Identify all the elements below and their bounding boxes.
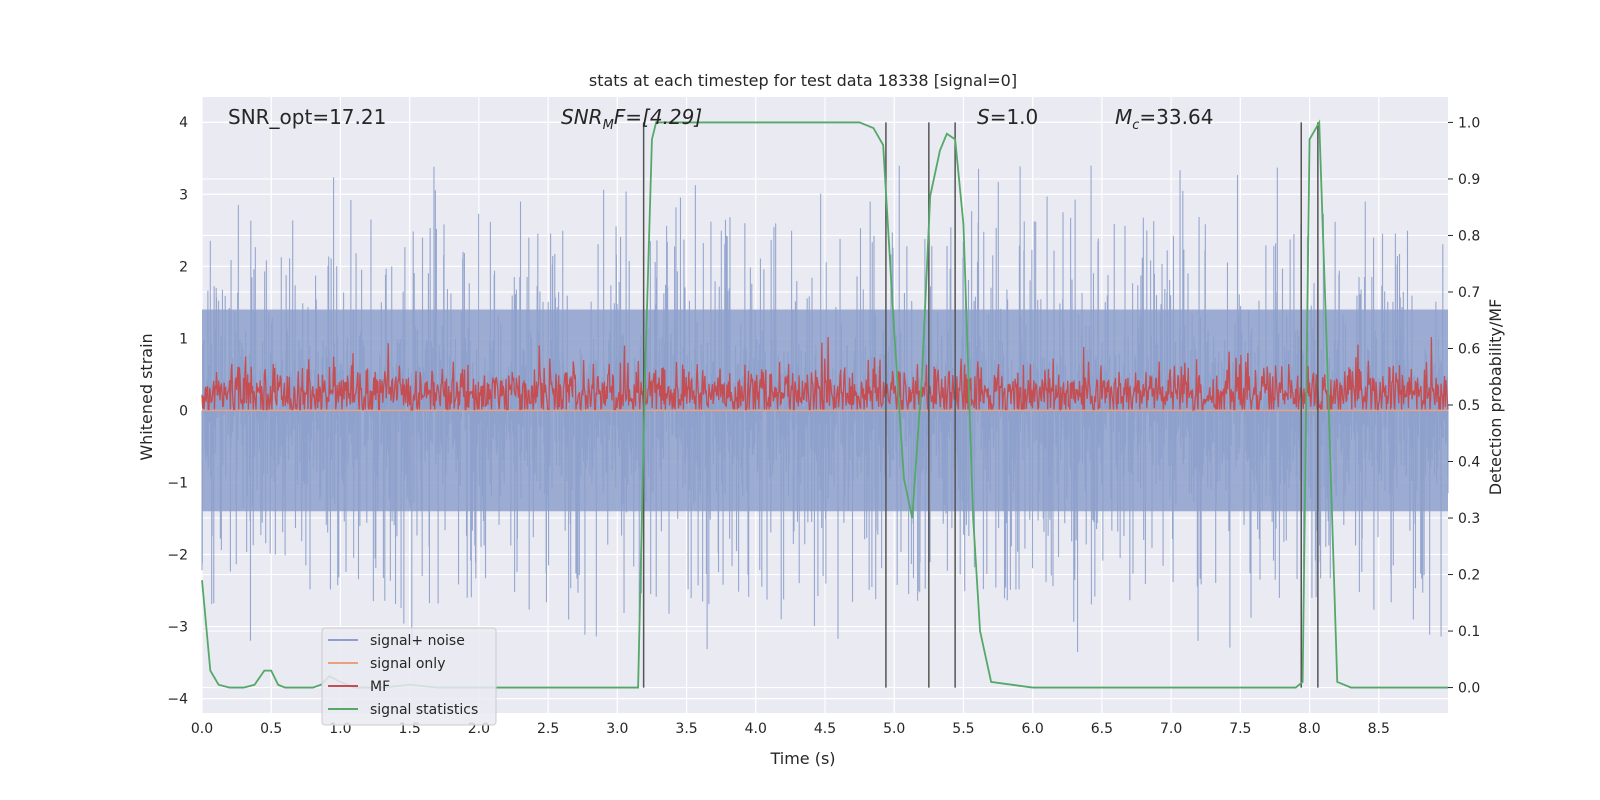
right-y-tick-label: 0.2 <box>1458 568 1480 584</box>
mc-subscript: c <box>1132 118 1139 133</box>
x-tick-label: 4.5 <box>814 721 836 737</box>
x-tick-label: 7.5 <box>1229 721 1251 737</box>
x-tick-label: 8.0 <box>1298 721 1320 737</box>
left-y-tick-label: 2 <box>179 259 188 275</box>
right-y-tick-label: 0.8 <box>1458 228 1480 244</box>
mf-line <box>201 337 1449 412</box>
left-y-tick-label: −1 <box>167 475 188 491</box>
x-tick-label: 6.5 <box>1091 721 1113 737</box>
legend-label-signal-noise: signal+ noise <box>370 633 465 649</box>
right-y-tick-label: 0.1 <box>1458 624 1480 640</box>
x-tick-label: 8.5 <box>1368 721 1390 737</box>
x-tick-label: 3.0 <box>606 721 628 737</box>
mf-series <box>201 337 1449 412</box>
s-annotation: S=1.0 <box>977 105 1038 129</box>
snr-mf-subscript: M <box>603 118 614 133</box>
s-rest: =1.0 <box>990 105 1039 129</box>
signal-statistics-series <box>201 119 1448 689</box>
signal-statistics-line <box>201 119 1448 689</box>
s-main: S <box>977 105 990 129</box>
x-tick-label: 7.0 <box>1160 721 1182 737</box>
x-tick-label: 3.5 <box>675 721 697 737</box>
mc-main: M <box>1115 105 1132 129</box>
x-tick-label: 5.5 <box>952 721 974 737</box>
x-tick-label: 2.5 <box>537 721 559 737</box>
right-y-tick-label: 0.3 <box>1458 511 1480 527</box>
left-y-tick-label: 1 <box>179 331 188 347</box>
right-y-tick-label: 0.9 <box>1458 172 1480 188</box>
snr-mf-annotation: SNRMF=[4.29] <box>561 105 702 133</box>
snr-mf-main: SNR <box>561 105 603 129</box>
mc-rest: =33.64 <box>1139 105 1213 129</box>
left-y-tick-label: −3 <box>167 620 188 636</box>
x-tick-label: 0.0 <box>191 721 213 737</box>
chart-title: stats at each timestep for test data 183… <box>589 71 1017 90</box>
left-y-tick-label: −4 <box>167 692 188 708</box>
legend-label-signal-statistics: signal statistics <box>370 702 478 718</box>
right-y-tick-label: 0.5 <box>1458 398 1480 414</box>
mc-annotation: Mc=33.64 <box>1115 105 1213 133</box>
x-tick-label: 6.0 <box>1022 721 1044 737</box>
legend-label-mf: MF <box>370 679 390 695</box>
left-y-tick-label: 0 <box>179 403 188 419</box>
x-tick-label: 0.5 <box>260 721 282 737</box>
legend: signal+ noise signal only MF signal stat… <box>321 627 497 726</box>
legend-box <box>321 627 497 726</box>
right-y-tick-label: 0.6 <box>1458 341 1480 357</box>
right-y-tick-label: 0.7 <box>1458 285 1480 301</box>
right-y-axis-ticks: 1.0 0.9 0.8 0.7 0.6 0.5 0.4 0.3 0.2 0.1 0.0 <box>1448 115 1480 697</box>
right-y-tick-label: 1.0 <box>1458 115 1480 131</box>
right-y-axis-label: Detection probability/MF <box>1486 299 1505 496</box>
left-y-tick-label: 3 <box>179 187 188 203</box>
snr-mf-rest: F=[4.29] <box>614 105 702 129</box>
legend-label-signal-only: signal only <box>370 656 445 672</box>
left-y-tick-label: −2 <box>167 547 188 563</box>
snr-opt-annotation: SNR_opt=17.21 <box>228 105 386 129</box>
left-y-axis-label: Whitened strain <box>137 333 156 460</box>
x-axis-ticks: 0.0 0.5 1.0 1.5 2.0 2.5 3.0 3.5 4.0 4.5 5.0 5.5 6.0 6… <box>191 721 1390 737</box>
left-y-axis-ticks: 4 3 2 1 0 −1 −2 −3 −4 <box>167 115 188 707</box>
right-y-tick-label: 0.4 <box>1458 455 1480 471</box>
left-y-tick-label: 4 <box>179 115 188 131</box>
x-axis-label: Time (s) <box>769 749 835 768</box>
x-tick-label: 5.0 <box>883 721 905 737</box>
x-tick-label: 4.0 <box>745 721 767 737</box>
right-y-tick-label: 0.0 <box>1458 681 1480 697</box>
